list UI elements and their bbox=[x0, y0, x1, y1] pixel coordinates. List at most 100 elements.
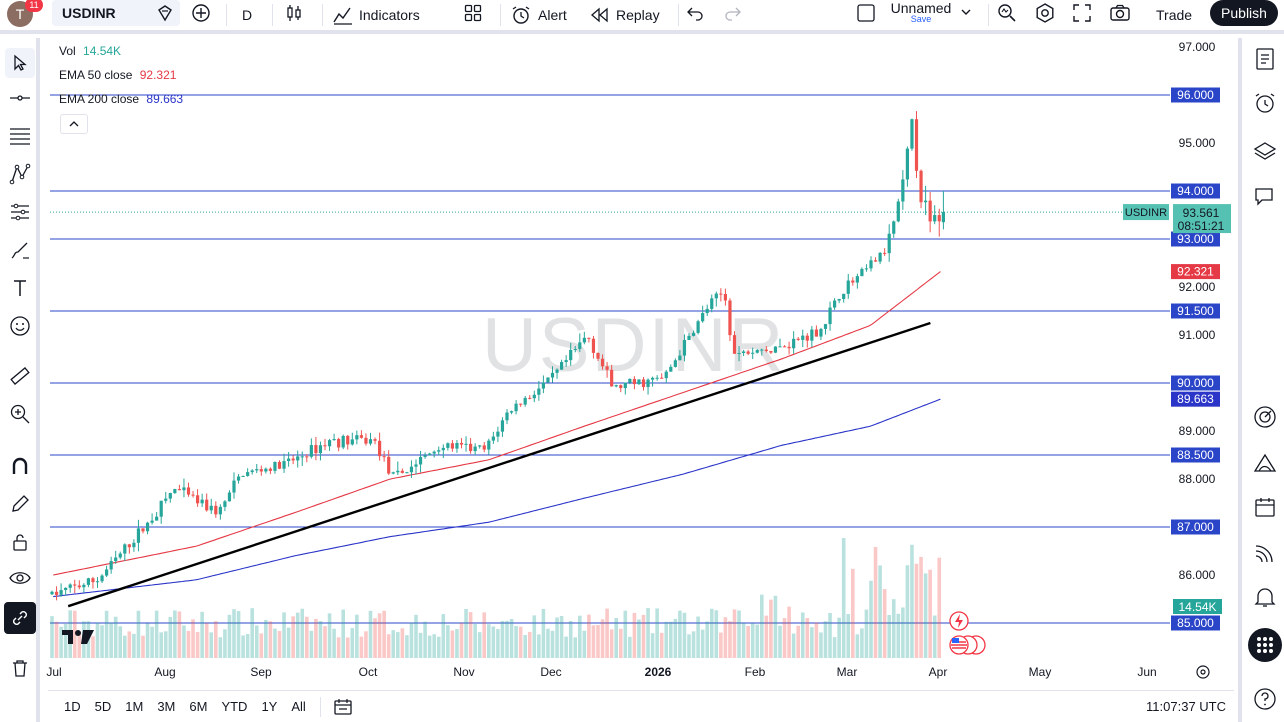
layout-checkbox-icon[interactable] bbox=[856, 3, 876, 23]
target-icon[interactable] bbox=[1252, 404, 1278, 430]
volume-bar bbox=[59, 626, 63, 658]
replay-button[interactable]: Replay bbox=[590, 0, 660, 30]
volume-bar bbox=[318, 621, 323, 658]
candle-body bbox=[778, 346, 782, 348]
price-chart[interactable]: 97.000 95.000 92.000 91.000 89.000 88.000 86.0… bbox=[0, 0, 1284, 690]
candle-body bbox=[86, 578, 90, 585]
axis-settings-icon[interactable] bbox=[1195, 664, 1211, 680]
range-button-3m[interactable]: 3M bbox=[157, 699, 176, 714]
candle-body bbox=[887, 233, 891, 254]
help-icon[interactable] bbox=[1252, 686, 1278, 712]
candle-body bbox=[519, 403, 523, 405]
ideas-icon[interactable] bbox=[1252, 450, 1278, 476]
candle-body bbox=[114, 557, 118, 562]
indicators-button[interactable]: Indicators bbox=[332, 0, 420, 30]
chat-icon[interactable] bbox=[1252, 184, 1278, 210]
text-icon[interactable] bbox=[8, 276, 32, 300]
camera-icon[interactable] bbox=[1109, 3, 1131, 23]
volume-bar bbox=[168, 616, 173, 658]
ema50-legend[interactable]: EMA 50 close 92.321 bbox=[59, 68, 177, 82]
chevron-down-icon[interactable] bbox=[960, 6, 972, 18]
alert-button[interactable]: Alert bbox=[510, 0, 567, 30]
templates-icon[interactable] bbox=[464, 4, 482, 22]
calendar-icon[interactable] bbox=[1252, 494, 1278, 520]
fib-icon[interactable] bbox=[8, 124, 32, 148]
lock-icon[interactable] bbox=[8, 530, 32, 554]
candles-icon[interactable] bbox=[284, 3, 304, 23]
level-price-label: 93.000 bbox=[1177, 232, 1214, 246]
ema200-legend[interactable]: EMA 200 close 89.663 bbox=[59, 92, 184, 106]
volume-bar bbox=[564, 636, 568, 658]
date-range-calendar-icon[interactable] bbox=[333, 698, 353, 716]
volume-bar bbox=[546, 628, 550, 658]
collapse-legend-button[interactable] bbox=[60, 114, 88, 134]
interval-button[interactable]: D bbox=[242, 7, 253, 23]
redo-icon[interactable] bbox=[724, 4, 742, 22]
divider bbox=[988, 4, 989, 26]
publish-button[interactable]: Publish bbox=[1210, 0, 1278, 26]
trash-icon[interactable] bbox=[8, 656, 32, 680]
volume-bar bbox=[928, 569, 932, 658]
candle-body bbox=[937, 215, 941, 222]
candle-body bbox=[341, 435, 345, 448]
trade-button[interactable]: Trade bbox=[1156, 7, 1193, 23]
economic-events-flags-icon[interactable] bbox=[948, 634, 988, 656]
candle-body bbox=[896, 201, 900, 222]
utc-clock[interactable]: 11:07:37 UTC bbox=[1146, 699, 1226, 714]
range-button-6m[interactable]: 6M bbox=[189, 699, 208, 714]
candle-body bbox=[760, 349, 764, 351]
compare-icon[interactable] bbox=[156, 4, 174, 22]
volume-legend[interactable]: Vol 14.54K bbox=[59, 44, 122, 58]
time-axis[interactable]: Jul Aug Sep Oct Nov Dec 2026 Feb Mar Apr May Jun bbox=[46, 665, 1156, 679]
level-price-tag bbox=[1171, 87, 1220, 103]
range-button-1d[interactable]: 1D bbox=[64, 699, 81, 714]
volume-bar bbox=[218, 637, 223, 658]
ema200-price-tag bbox=[1171, 391, 1220, 407]
notification-badge: 11 bbox=[25, 0, 43, 12]
stream-icon[interactable] bbox=[1252, 540, 1278, 566]
range-button-1y[interactable]: 1Y bbox=[261, 699, 278, 714]
magnet-icon[interactable] bbox=[8, 454, 32, 478]
price-axis[interactable]: 97.000 95.000 92.000 91.000 89.000 88.000 86.0… bbox=[1171, 40, 1220, 631]
range-button-ytd[interactable]: YTD bbox=[221, 699, 248, 714]
layers-icon[interactable] bbox=[1252, 138, 1278, 164]
pattern-icon[interactable] bbox=[8, 162, 32, 186]
emoji-icon[interactable] bbox=[8, 314, 32, 338]
volume-bar bbox=[618, 628, 623, 658]
fullscreen-icon[interactable] bbox=[1072, 3, 1092, 23]
layout-name-button[interactable]: Unnamed Save bbox=[890, 0, 952, 24]
trend-line-icon[interactable] bbox=[8, 86, 32, 110]
ema200-path bbox=[53, 398, 941, 598]
add-symbol-icon[interactable] bbox=[191, 3, 211, 23]
time-tick-label: Apr bbox=[929, 665, 948, 679]
forecast-icon[interactable] bbox=[8, 200, 32, 224]
link-icon[interactable] bbox=[4, 602, 36, 634]
cursor-icon[interactable] bbox=[5, 48, 35, 78]
alarm-clock-icon[interactable] bbox=[1252, 90, 1278, 116]
level-price-label: 90.000 bbox=[1177, 376, 1214, 390]
brush-icon[interactable] bbox=[8, 238, 32, 262]
apps-grid-icon[interactable] bbox=[1248, 628, 1282, 662]
undo-icon[interactable] bbox=[686, 4, 704, 22]
horizontal-levels[interactable] bbox=[50, 94, 1170, 624]
candle-body bbox=[569, 349, 573, 361]
candle-body bbox=[446, 443, 450, 448]
range-button-1m[interactable]: 1M bbox=[125, 699, 144, 714]
zoom-in-icon[interactable] bbox=[8, 402, 32, 426]
range-button-all[interactable]: All bbox=[291, 699, 306, 714]
watchlist-icon[interactable] bbox=[1252, 46, 1278, 72]
candle-body bbox=[846, 280, 850, 294]
candle-body bbox=[919, 170, 923, 203]
bell-icon[interactable] bbox=[1252, 584, 1278, 610]
lightning-event-icon[interactable] bbox=[949, 611, 969, 631]
quick-search-icon[interactable] bbox=[996, 2, 1018, 24]
range-button-5d[interactable]: 5D bbox=[94, 699, 112, 714]
volume-bar bbox=[259, 633, 264, 658]
settings-gear-icon[interactable] bbox=[1034, 2, 1056, 24]
volume-bar bbox=[851, 568, 855, 658]
symbol-search-button[interactable]: USDINR bbox=[52, 0, 180, 26]
eye-icon[interactable] bbox=[8, 566, 32, 590]
trendline[interactable] bbox=[67, 321, 931, 608]
ruler-icon[interactable] bbox=[8, 364, 32, 388]
draw-lock-pencil-icon[interactable] bbox=[8, 492, 32, 516]
